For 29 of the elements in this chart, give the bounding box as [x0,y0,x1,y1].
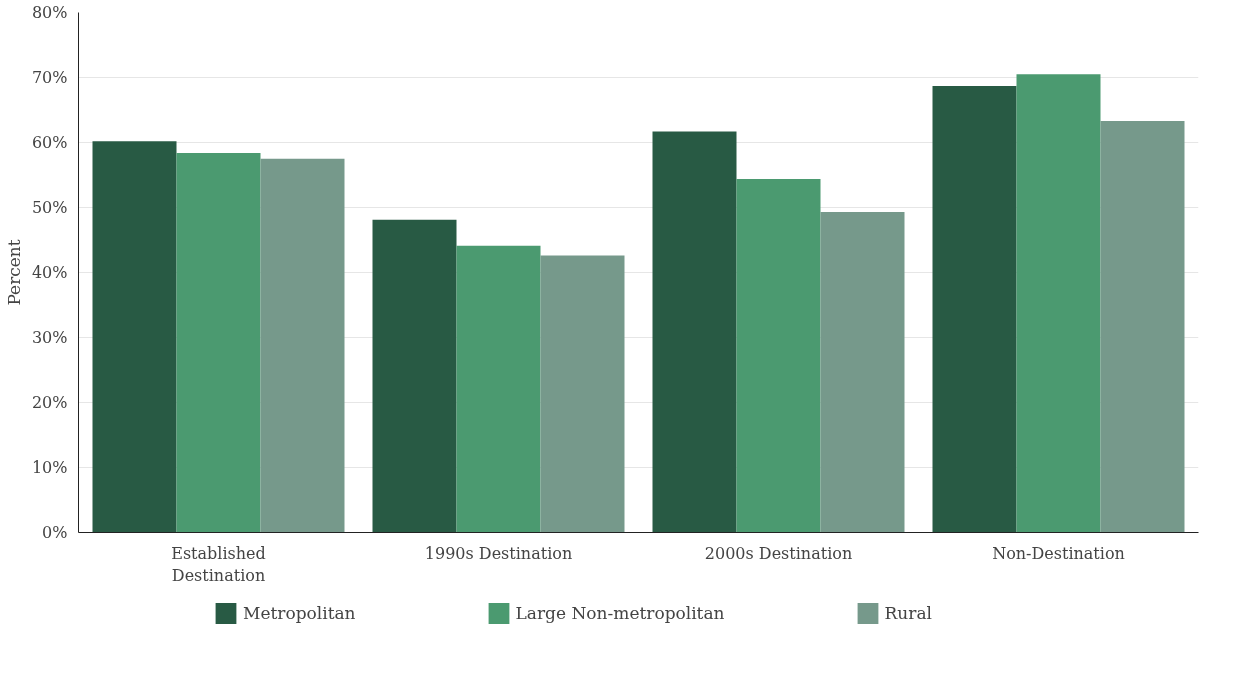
bar [736,178,821,533]
bar [176,152,261,533]
y-tick-label: 20% [31,393,68,412]
bar [1016,74,1101,533]
y-tick-label: 0% [42,523,68,542]
bar [92,141,177,533]
bar [456,245,541,533]
bar [932,85,1017,533]
x-tick-label: 2000s Destination [704,543,853,563]
bar [1100,121,1185,533]
y-tick-label: 80% [31,3,68,22]
legend-label: Large Non-metropolitan [515,603,725,623]
y-tick-label: 10% [31,458,68,477]
bar [820,212,905,533]
legend-label: Rural [884,603,932,623]
x-tick-label: Non-Destination [992,543,1125,563]
x-tick-label: 1990s Destination [424,543,573,563]
bar [372,219,457,533]
bar [540,255,625,533]
y-tick-label: 40% [31,263,68,282]
bar [260,158,345,533]
y-tick-label: 60% [31,133,68,152]
legend-label: Metropolitan [242,603,356,623]
y-tick-label: 50% [31,198,68,217]
y-axis-title: Percent [3,239,24,306]
x-tick-label: Established Destination [171,543,266,586]
y-tick-label: 70% [31,68,68,87]
bar [652,131,737,533]
y-tick-label: 30% [31,328,68,347]
